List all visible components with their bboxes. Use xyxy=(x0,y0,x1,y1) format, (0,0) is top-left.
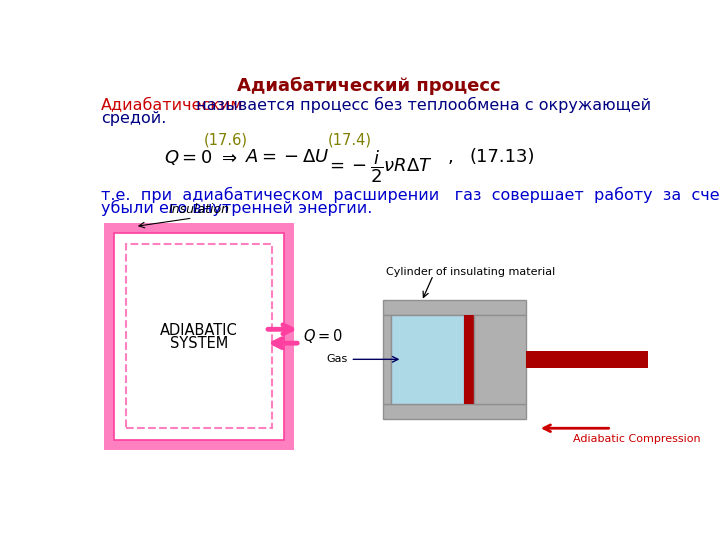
Text: Адиабатическим: Адиабатическим xyxy=(101,97,243,112)
Text: $=-\dfrac{i}{2}\nu R\Delta T$: $=-\dfrac{i}{2}\nu R\Delta T$ xyxy=(326,148,433,185)
Text: Adiabatic Compression: Adiabatic Compression xyxy=(573,434,701,444)
Bar xyxy=(126,244,272,428)
Bar xyxy=(474,315,526,403)
Bar xyxy=(526,351,662,368)
Text: средой.: средой. xyxy=(101,111,166,126)
Text: $Q=0$: $Q=0$ xyxy=(303,327,343,345)
Text: убыли его внутренней энергии.: убыли его внутренней энергии. xyxy=(101,200,372,217)
Text: Адиабатический процесс: Адиабатический процесс xyxy=(237,77,501,95)
Bar xyxy=(464,315,474,403)
Text: Gas: Gas xyxy=(327,354,348,364)
Text: (17.13): (17.13) xyxy=(469,148,535,166)
Text: ADIABATIC: ADIABATIC xyxy=(160,323,238,339)
Bar xyxy=(383,300,526,315)
Text: Cylinder of insulating material: Cylinder of insulating material xyxy=(385,267,555,276)
Bar xyxy=(383,315,391,403)
Text: $\Rightarrow$: $\Rightarrow$ xyxy=(218,148,238,166)
Bar xyxy=(383,403,526,419)
Text: ,: , xyxy=(448,148,454,166)
Text: $A=-\Delta U$: $A=-\Delta U$ xyxy=(245,148,330,166)
Text: (17.4): (17.4) xyxy=(328,132,372,147)
Bar xyxy=(391,315,464,403)
Text: (17.6): (17.6) xyxy=(204,132,248,147)
Bar xyxy=(114,233,284,440)
Text: т.е.  при  адиабатическом  расширении   газ  совершает  работу  за  счет: т.е. при адиабатическом расширении газ с… xyxy=(101,186,720,202)
Bar xyxy=(104,222,294,450)
Text: $Q=0$: $Q=0$ xyxy=(163,148,212,167)
Text: Insulation: Insulation xyxy=(168,204,230,217)
Text: SYSTEM: SYSTEM xyxy=(170,336,228,352)
Text: называется процесс без теплообмена с окружающей: называется процесс без теплообмена с окр… xyxy=(191,97,651,113)
